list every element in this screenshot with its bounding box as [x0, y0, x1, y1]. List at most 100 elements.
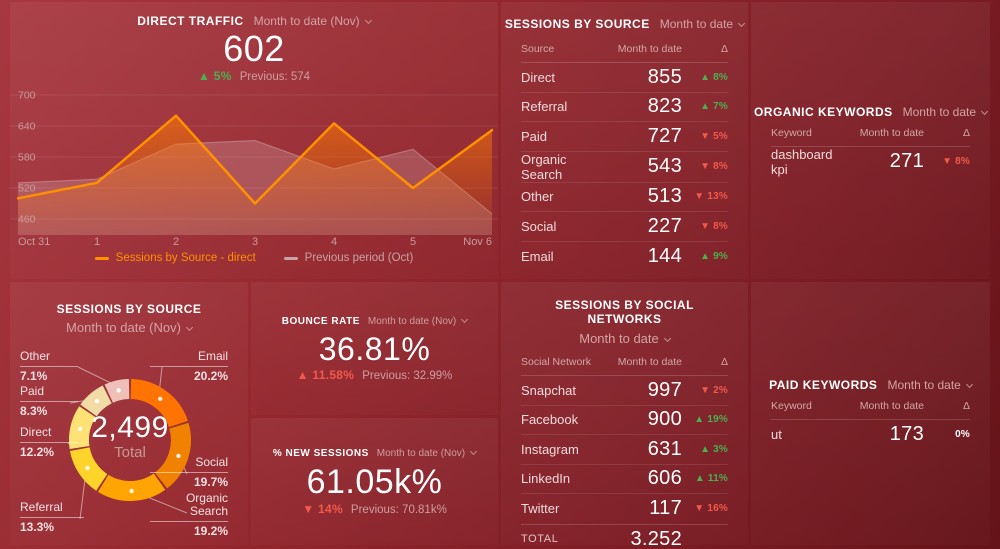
donut-label-other: Other 7.1%: [20, 350, 78, 383]
y-axis-label: 580: [18, 152, 36, 164]
legend-dash-icon: [283, 256, 298, 260]
table-row[interactable]: dashboard kpi 271 ▼ 8%: [771, 146, 970, 177]
x-axis-label: 5: [410, 236, 416, 248]
table-row[interactable]: Referral 823 ▲ 7%: [521, 93, 728, 122]
previous-value: Previous: 574: [239, 71, 311, 83]
donut-label-organic-search: Organic Search 19.2%: [150, 492, 228, 538]
y-axis-label: 520: [18, 183, 36, 195]
x-axis-label: 3: [252, 236, 258, 248]
previous-value: Previous: 32.99%: [362, 369, 453, 382]
panel-title: SESSIONS BY SOURCE: [56, 302, 202, 316]
chevron-down-icon: [965, 380, 973, 388]
panel-title: BOUNCE RATE: [281, 315, 360, 327]
delta-column-icon: Δ: [720, 43, 728, 55]
range-dropdown[interactable]: Month to date: [903, 105, 989, 119]
range-dropdown[interactable]: Month to date: [887, 378, 973, 392]
x-axis-label: Oct 31: [18, 236, 50, 248]
table-row[interactable]: ut 173 0%: [771, 423, 970, 445]
table-row[interactable]: Facebook 900 ▲ 19%: [521, 406, 728, 435]
range-dropdown[interactable]: Month to date (Nov): [368, 315, 469, 327]
panel-title: SESSIONS BY SOURCE: [504, 17, 650, 31]
table-row[interactable]: Twitter 117 ▼ 16%: [521, 497, 728, 520]
middle-column: BOUNCE RATE Month to date (Nov) 36.81% ▲…: [251, 282, 498, 545]
donut-segment-referral[interactable]: [69, 446, 108, 491]
current-period-area: [18, 115, 492, 235]
table-row[interactable]: Email 144 ▲ 9%: [521, 244, 728, 267]
panel-title: PAID KEYWORDS: [769, 377, 878, 392]
donut-label-paid: Paid 8.3%: [20, 385, 78, 418]
callout-dot: [78, 426, 83, 432]
chart-legend: Sessions by Source - direct Previous per…: [10, 252, 498, 264]
chevron-down-icon: [738, 19, 746, 28]
table-header: Keyword Month to date Δ: [771, 392, 970, 420]
range-dropdown[interactable]: Month to date (Nov): [254, 14, 372, 28]
table-header: Source Month to date Δ: [521, 35, 728, 63]
donut-segment-email[interactable]: [130, 379, 188, 428]
table-row[interactable]: Paid 727 ▼ 5%: [521, 122, 728, 152]
range-dropdown[interactable]: Month to date: [660, 17, 746, 31]
kpi-value: 61.05k%: [306, 462, 443, 501]
delta-badge: ▼ 14%: [302, 501, 343, 516]
table-header: Keyword Month to date Δ: [771, 119, 970, 147]
chevron-down-icon: [663, 334, 671, 343]
panel-title: ORGANIC KEYWORDS: [753, 104, 893, 119]
panel-social-networks: SESSIONS BY SOCIAL NETWORKS Month to dat…: [501, 282, 748, 545]
legend-item-previous[interactable]: Previous period (Oct): [283, 252, 413, 264]
chevron-down-icon: [470, 447, 478, 455]
x-axis-label: 1: [94, 236, 100, 248]
table-row[interactable]: Instagram 631 ▲ 3%: [521, 435, 728, 465]
range-dropdown[interactable]: Month to date (Nov): [377, 447, 478, 459]
delta-column-icon: Δ: [962, 126, 970, 139]
donut-label-social: Social 19.7%: [150, 456, 228, 489]
x-axis-label: 4: [331, 236, 337, 248]
x-axis-label: 2: [173, 236, 179, 248]
x-axis-label: Nov 6: [463, 236, 492, 248]
chevron-down-icon: [364, 16, 372, 25]
callout-dot: [158, 396, 163, 402]
callout-dot: [176, 453, 181, 459]
delta-column-icon: Δ: [962, 399, 970, 412]
donut-label-email: Email 20.2%: [150, 350, 228, 383]
table-row[interactable]: LinkedIn 606 ▲ 11%: [521, 465, 728, 494]
table-row[interactable]: Social 227 ▼ 8%: [521, 212, 728, 242]
table-header: Social Network Month to date Δ: [521, 348, 728, 376]
donut-label-referral: Referral 13.3%: [20, 501, 84, 534]
panel-title: SESSIONS BY SOCIAL NETWORKS: [555, 298, 694, 326]
table-row[interactable]: Direct 855 ▲ 8%: [521, 63, 728, 93]
panel-direct-traffic: DIRECT TRAFFIC Month to date (Nov) 602 ▲…: [10, 2, 498, 279]
chevron-down-icon: [461, 315, 469, 323]
legend-item-current[interactable]: Sessions by Source - direct: [94, 252, 256, 264]
y-axis-label: 460: [18, 214, 36, 226]
table-row[interactable]: Organic Search 543 ▼ 8%: [521, 151, 728, 183]
delta-badge: ▲ 11.58%: [296, 367, 355, 382]
panel-new-sessions: % NEW SESSIONS Month to date (Nov) 61.05…: [251, 418, 498, 545]
panel-paid-keywords: PAID KEYWORDS Month to date Keyword Mont…: [751, 282, 990, 545]
delta-badge: ▲ 5%: [197, 69, 232, 83]
direct-traffic-line-chart[interactable]: 460 520 580 640 700 Oct 31 1 2 3 4 5 Nov 6: [10, 85, 498, 251]
panel-title: DIRECT TRAFFIC: [137, 14, 244, 28]
kpi-value: 602: [223, 28, 285, 69]
range-dropdown[interactable]: Month to date: [521, 331, 728, 346]
table-row[interactable]: Other 513 ▼ 13%: [521, 183, 728, 212]
previous-value: Previous: 70.81k%: [350, 503, 447, 516]
panel-title: % NEW SESSIONS: [272, 447, 369, 459]
callout-dot: [94, 399, 100, 404]
panel-sessions-donut: SESSIONS BY SOURCE Month to date (Nov) 2…: [10, 282, 248, 545]
callout-dot: [129, 488, 134, 494]
panel-bounce-rate: BOUNCE RATE Month to date (Nov) 36.81% ▲…: [251, 282, 498, 415]
current-period-line: [16, 114, 494, 205]
donut-label-direct: Direct 12.2%: [20, 426, 78, 459]
table-row[interactable]: Snapchat 997 ▼ 2%: [521, 376, 728, 406]
delta-column-icon: Δ: [720, 356, 728, 368]
callout-dot: [85, 465, 90, 471]
panel-organic-keywords: ORGANIC KEYWORDS Month to date Keyword M…: [751, 2, 990, 279]
range-dropdown[interactable]: Month to date (Nov): [10, 320, 248, 335]
table-total-row: TOTAL 3,252: [521, 523, 728, 545]
y-axis-label: 700: [18, 90, 36, 102]
legend-dash-icon: [94, 256, 109, 260]
previous-period-line: [17, 139, 493, 215]
chevron-down-icon: [980, 107, 989, 115]
kpi-value: 36.81%: [318, 330, 431, 367]
sessions-donut-chart[interactable]: [10, 282, 248, 545]
